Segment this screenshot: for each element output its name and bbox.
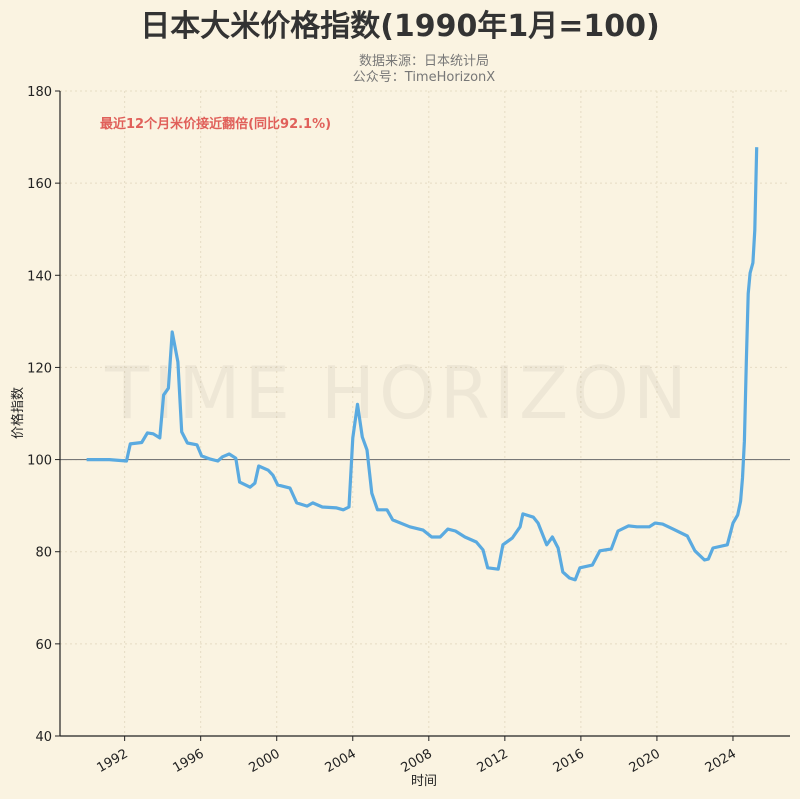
- y-tick-label: 120: [27, 361, 52, 376]
- y-tick-label: 100: [27, 454, 52, 469]
- axes: [59, 91, 790, 737]
- x-tick-label: 1992: [94, 746, 130, 776]
- x-ticks: 1992 1996 2000 2004 2008 2012 2016 2020 2024: [94, 736, 739, 776]
- y-tick-label: 80: [35, 546, 52, 561]
- chart-subtitle-line-2: 公众号：TimeHorizonX: [353, 70, 496, 85]
- y-axis-label: 价格指数: [10, 387, 26, 439]
- y-tick-label: 60: [35, 638, 52, 653]
- series-group: [86, 147, 759, 582]
- y-tick-label: 160: [27, 177, 52, 192]
- x-tick-label: 2020: [627, 746, 663, 776]
- y-tick-label: 140: [27, 269, 52, 284]
- y-tick-label: 180: [27, 85, 52, 100]
- chart-subtitle-line-1: 数据来源：日本统计局: [359, 54, 489, 69]
- x-tick-label: 2000: [247, 746, 283, 776]
- x-tick-label: 1996: [171, 746, 207, 776]
- x-tick-label: 2016: [551, 746, 587, 776]
- y-ticks: 40 60 80 100 120 140 160 180: [27, 85, 60, 745]
- x-tick-label: 2012: [475, 746, 511, 776]
- y-tick-label: 40: [35, 730, 52, 745]
- x-tick-label: 2004: [323, 746, 359, 776]
- series-line: [86, 147, 759, 582]
- annotation: 最近12个月米价接近翻倍(同比92.1%): [100, 116, 331, 132]
- watermark: TIME HORIZON: [104, 351, 691, 435]
- x-axis-label: 时间: [411, 774, 437, 789]
- x-tick-label: 2024: [703, 746, 739, 776]
- x-tick-label: 2008: [399, 746, 435, 776]
- chart-title: 日本大米价格指数(1990年1月=100): [140, 9, 660, 44]
